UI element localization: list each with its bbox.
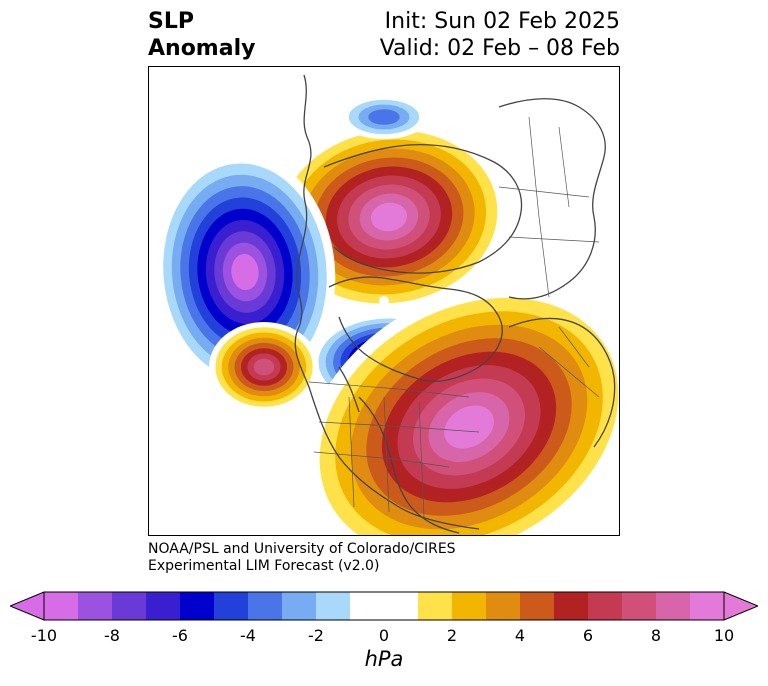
low-anomaly-region <box>339 95 429 139</box>
anomaly-contour-band <box>231 253 259 291</box>
colorbar-tick-label: -6 <box>172 626 188 645</box>
colorbar-cell <box>78 592 113 620</box>
coastlines <box>294 74 616 534</box>
anomaly-contour-band <box>370 202 408 232</box>
colorbar-tick-label: 4 <box>514 626 526 645</box>
title-variable: SLP <box>148 9 194 34</box>
coast-hudson-bay <box>328 276 503 382</box>
colorbar-cell <box>214 592 249 620</box>
colorbar-cell <box>180 592 215 620</box>
colorbar-cell <box>554 592 589 620</box>
anomaly-contour-band <box>368 109 400 125</box>
colorbar-tick-label: -4 <box>240 626 256 645</box>
anomaly-map <box>148 66 620 536</box>
colorbar-outline <box>43 591 725 621</box>
colorbar-cell <box>316 592 351 620</box>
init-date: Init: Sun 02 Feb 2025 <box>384 9 620 34</box>
colorbar-cell <box>350 592 385 620</box>
colorbar-cell <box>656 592 691 620</box>
credit-text: NOAA/PSL and University of Colorado/CIRE… <box>148 541 456 575</box>
coast-arctic-ocean <box>323 143 523 274</box>
colorbar-label: hPa <box>364 647 404 671</box>
coast-east-america <box>358 396 460 534</box>
colorbar <box>10 591 758 621</box>
coast-eurasia-north <box>498 98 606 300</box>
colorbar-cell <box>418 592 453 620</box>
colorbar-cell <box>384 592 419 620</box>
coast-europe-atlantic <box>508 317 616 448</box>
colorbar-cell <box>622 592 657 620</box>
colorbar-tick-label: 10 <box>713 626 735 645</box>
colorbar-cell <box>282 592 317 620</box>
colorbar-tick-label: -8 <box>104 626 120 645</box>
coast-west-america <box>294 74 480 530</box>
colorbar-cell <box>690 592 725 620</box>
valid-range: Valid: 02 Feb – 08 Feb <box>379 36 620 61</box>
pole-marker <box>379 296 389 306</box>
colorbar-tick-label: 2 <box>446 626 458 645</box>
colorbar-tick-label: 6 <box>582 626 594 645</box>
colorbar-cell <box>588 592 623 620</box>
colorbar-tick-label: 0 <box>378 626 390 645</box>
colorbar-cell <box>520 592 555 620</box>
colorbar-cell <box>112 592 147 620</box>
credit-line-1: NOAA/PSL and University of Colorado/CIRE… <box>148 541 456 557</box>
colorbar-cell <box>486 592 521 620</box>
colorbar-under-arrow <box>10 591 45 621</box>
coast-great-lakes <box>338 366 360 413</box>
anomaly-map-svg <box>154 74 619 535</box>
borders <box>308 116 600 518</box>
colorbar-tick-label: -2 <box>308 626 324 645</box>
anomaly-contour-band <box>253 358 275 376</box>
colorbar-cell <box>452 592 487 620</box>
colorbar-ticks: -10 -8 -6 -4 -2 0 2 4 6 8 10 <box>0 626 768 646</box>
anomaly-field <box>154 95 619 535</box>
colorbar-cell <box>146 592 181 620</box>
forecast-dates: Init: Sun 02 Feb 2025 Valid: 02 Feb – 08… <box>380 8 620 62</box>
credit-line-2: Experimental LIM Forecast (v2.0) <box>148 558 380 574</box>
colorbar-cell <box>248 592 283 620</box>
colorbar-cells <box>44 592 725 620</box>
colorbar-tick-label: -10 <box>30 626 58 645</box>
anomaly-contour-band <box>444 405 494 449</box>
colorbar-tick-label: 8 <box>650 626 662 645</box>
high-anomaly-region <box>209 322 319 412</box>
colorbar-cell <box>44 592 79 620</box>
map-title: SLP Anomaly <box>148 8 255 62</box>
colorbar-over-arrow <box>723 591 758 621</box>
title-anomaly: Anomaly <box>148 36 256 61</box>
